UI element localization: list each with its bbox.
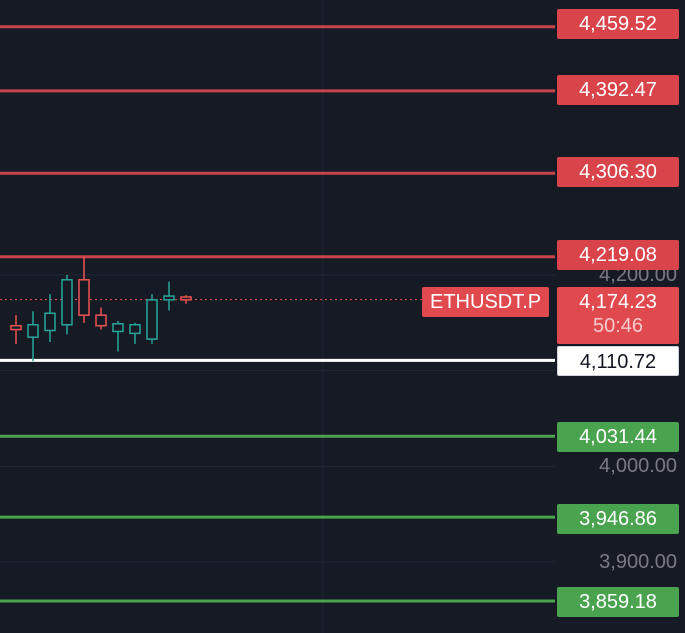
level-tag-4110-72[interactable]: 4,110.72 <box>557 346 679 376</box>
symbol-label: ETHUSDT.P <box>422 287 550 317</box>
candle-body <box>180 296 192 301</box>
level-tag-3946-86[interactable]: 3,946.86 <box>557 504 679 534</box>
candle-body <box>129 323 141 335</box>
axis-label-3900: 3,900.00 <box>599 551 677 573</box>
candle-body <box>10 324 22 331</box>
current-price-tag: 4,174.23 50:46 <box>557 287 679 344</box>
candle-body <box>95 314 107 327</box>
candle-body <box>112 323 124 333</box>
level-tag-4219-08[interactable]: 4,219.08 <box>557 240 679 270</box>
level-tag-4459-52[interactable]: 4,459.52 <box>557 9 679 39</box>
candle-body <box>27 323 39 338</box>
candle-body <box>146 299 158 340</box>
candle-body <box>44 312 56 332</box>
candle-body <box>78 279 90 316</box>
axis-label-4000: 4,000.00 <box>599 455 677 477</box>
level-tag-4306-30[interactable]: 4,306.30 <box>557 157 679 187</box>
candle-body <box>61 279 73 326</box>
current-price: 4,174.23 <box>579 291 657 313</box>
bar-countdown: 50:46 <box>592 315 644 337</box>
level-tag-3859-18[interactable]: 3,859.18 <box>557 587 679 617</box>
candle-body <box>163 295 175 301</box>
level-tag-4392-47[interactable]: 4,392.47 <box>557 75 679 105</box>
level-tag-4031-44[interactable]: 4,031.44 <box>557 422 679 452</box>
